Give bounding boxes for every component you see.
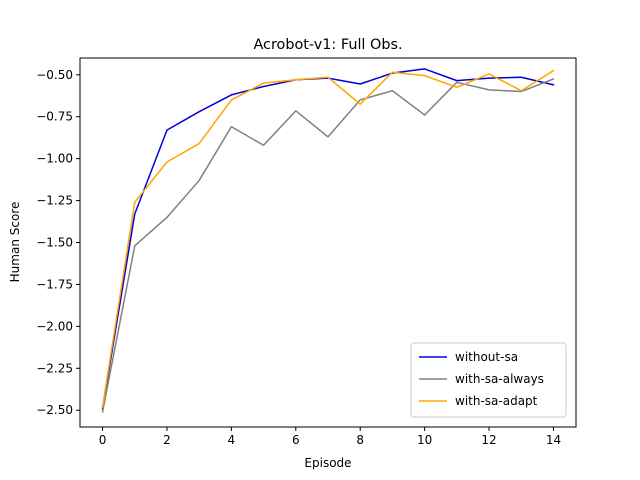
y-tick-label: −0.50 <box>36 68 73 82</box>
series-line-with-sa-adapt <box>101 69 555 408</box>
x-tick-label: 10 <box>417 433 432 447</box>
y-tick-label: −2.00 <box>36 319 73 333</box>
x-tick-label: 0 <box>99 433 107 447</box>
legend-box <box>410 342 567 418</box>
x-tick-label: 12 <box>481 433 496 447</box>
legend-label: with-sa-always <box>455 372 544 386</box>
y-tick-label: −2.50 <box>36 403 73 417</box>
y-tick-label: −1.50 <box>36 236 73 250</box>
legend-label: without-sa <box>455 350 518 364</box>
y-tick-label: −1.75 <box>36 277 73 291</box>
y-tick-label: −0.75 <box>36 110 73 124</box>
plot-area <box>101 68 555 413</box>
x-tick-label: 2 <box>163 433 171 447</box>
x-tick-label: 14 <box>546 433 561 447</box>
y-axis: −2.50 −2.25 −2.00 −1.75 −1.50 −1.25 −1.00 −0.75… <box>36 68 80 417</box>
x-tick-label: 4 <box>228 433 236 447</box>
y-tick-label: −1.00 <box>36 152 73 166</box>
x-axis: 0 2 4 6 8 10 12 14 <box>99 427 561 447</box>
y-axis-title: Human Score <box>8 202 22 283</box>
x-tick-label: 6 <box>292 433 300 447</box>
legend-label: with-sa-adapt <box>455 394 538 408</box>
y-tick-label: −1.25 <box>36 194 73 208</box>
x-tick-label: 8 <box>356 433 364 447</box>
series-line-with-sa-always <box>101 77 555 413</box>
chart-title: Acrobot-v1: Full Obs. <box>253 37 402 53</box>
x-axis-title: Episode <box>304 456 351 470</box>
legend: without-sa with-sa-always with-sa-adapt <box>410 342 567 418</box>
y-tick-label: −2.25 <box>36 361 73 375</box>
